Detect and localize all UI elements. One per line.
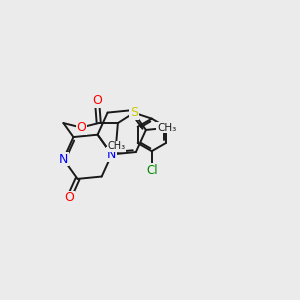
Text: Cl: Cl <box>146 164 158 177</box>
Text: N: N <box>107 148 116 161</box>
Text: N: N <box>59 153 68 166</box>
Text: S: S <box>130 106 138 119</box>
Text: CH₃: CH₃ <box>107 141 125 151</box>
Text: CH₃: CH₃ <box>157 123 176 133</box>
Text: O: O <box>92 94 102 107</box>
Text: O: O <box>76 121 86 134</box>
Text: O: O <box>64 191 74 204</box>
